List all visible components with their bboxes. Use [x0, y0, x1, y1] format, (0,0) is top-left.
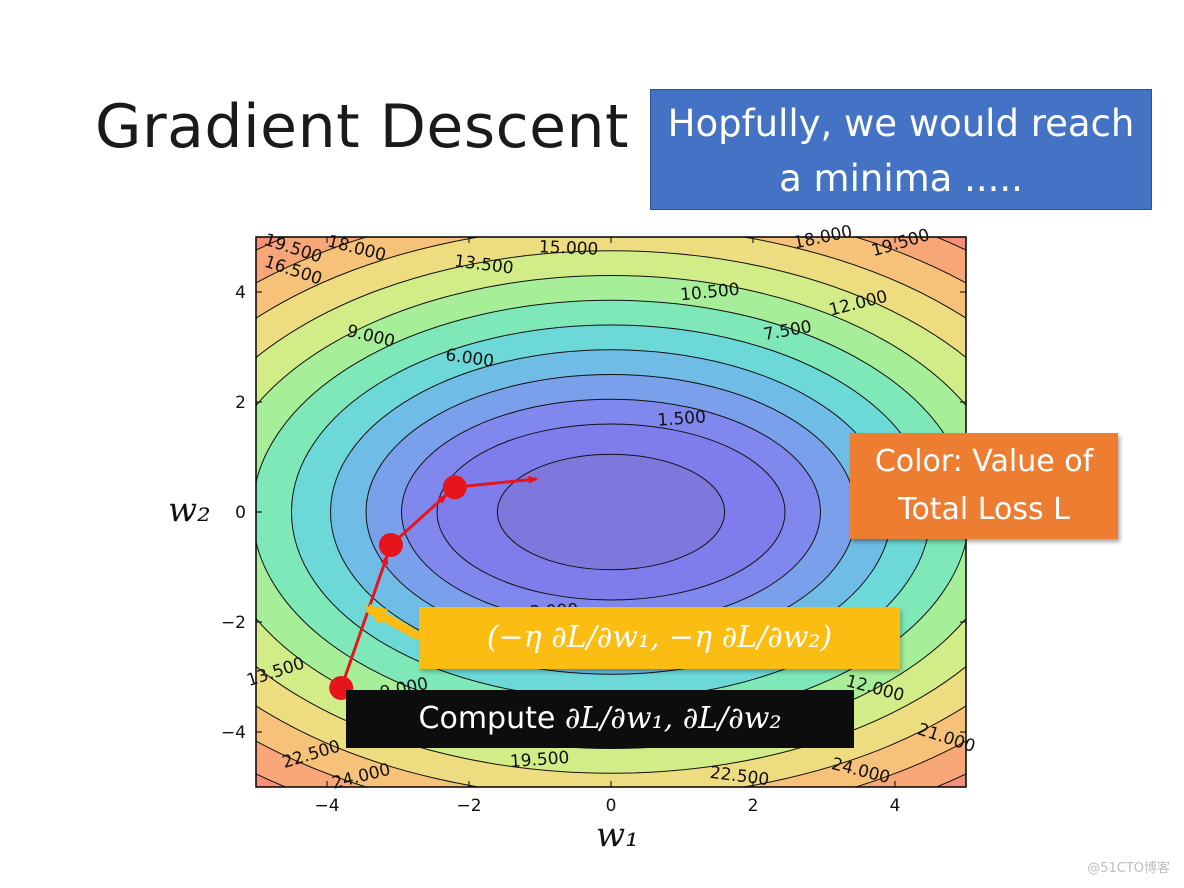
x-tick-label: 2 — [748, 796, 759, 816]
descent-path — [329, 475, 539, 700]
loss-color-box: Color: Value of Total Loss L — [850, 433, 1118, 539]
descent-point — [442, 475, 467, 500]
minima-note-line-1: Hopfully, we would reach — [667, 102, 1135, 145]
y-tick-label: 4 — [235, 283, 246, 303]
update-step-box: (−η ∂L/∂w₁, −η ∂L/∂w₂) — [419, 607, 900, 669]
contour-label: 19.500 — [509, 748, 570, 772]
y-tick-label: −2 — [221, 613, 246, 633]
y-axis-label: w₂ — [168, 490, 211, 530]
contour-label: 1.500 — [657, 407, 707, 430]
y-tick-label: 2 — [235, 393, 246, 413]
contour-label: 15.000 — [538, 237, 598, 259]
x-tick-label: −2 — [456, 796, 481, 816]
axis-ticks: −4 −2 0 2 4 4 2 0 −2 −4 — [221, 237, 966, 816]
compute-prefix: Compute — [418, 701, 565, 736]
minima-note-box: Hopfully, we would reach a minima ..... — [650, 89, 1152, 210]
contour-band — [496, 453, 726, 571]
x-tick-label: 4 — [890, 796, 901, 816]
compute-math: ∂L/∂w₁, ∂L/∂w₂ — [564, 701, 782, 736]
update-pointer-arrow — [364, 604, 423, 641]
slide-title: Gradient Descent — [95, 92, 630, 162]
y-tick-label: −4 — [221, 723, 246, 743]
loss-color-line-2: Total Loss L — [898, 492, 1070, 527]
descent-step-arrow — [454, 475, 539, 489]
x-tick-label: 0 — [606, 796, 617, 816]
descent-point — [378, 533, 403, 557]
x-axis-label: w₁ — [596, 815, 639, 855]
descent-step-arrow — [389, 493, 448, 547]
loss-color-line-1: Color: Value of — [874, 444, 1094, 479]
watermark: @51CTO博客 — [1087, 861, 1170, 876]
descent-step-arrow — [339, 554, 389, 689]
x-tick-label: −4 — [314, 796, 339, 816]
y-tick-label: 0 — [235, 503, 246, 523]
minima-note-line-2: a minima ..... — [779, 157, 1023, 200]
compute-gradient-box: Compute ∂L/∂w₁, ∂L/∂w₂ — [346, 690, 854, 748]
